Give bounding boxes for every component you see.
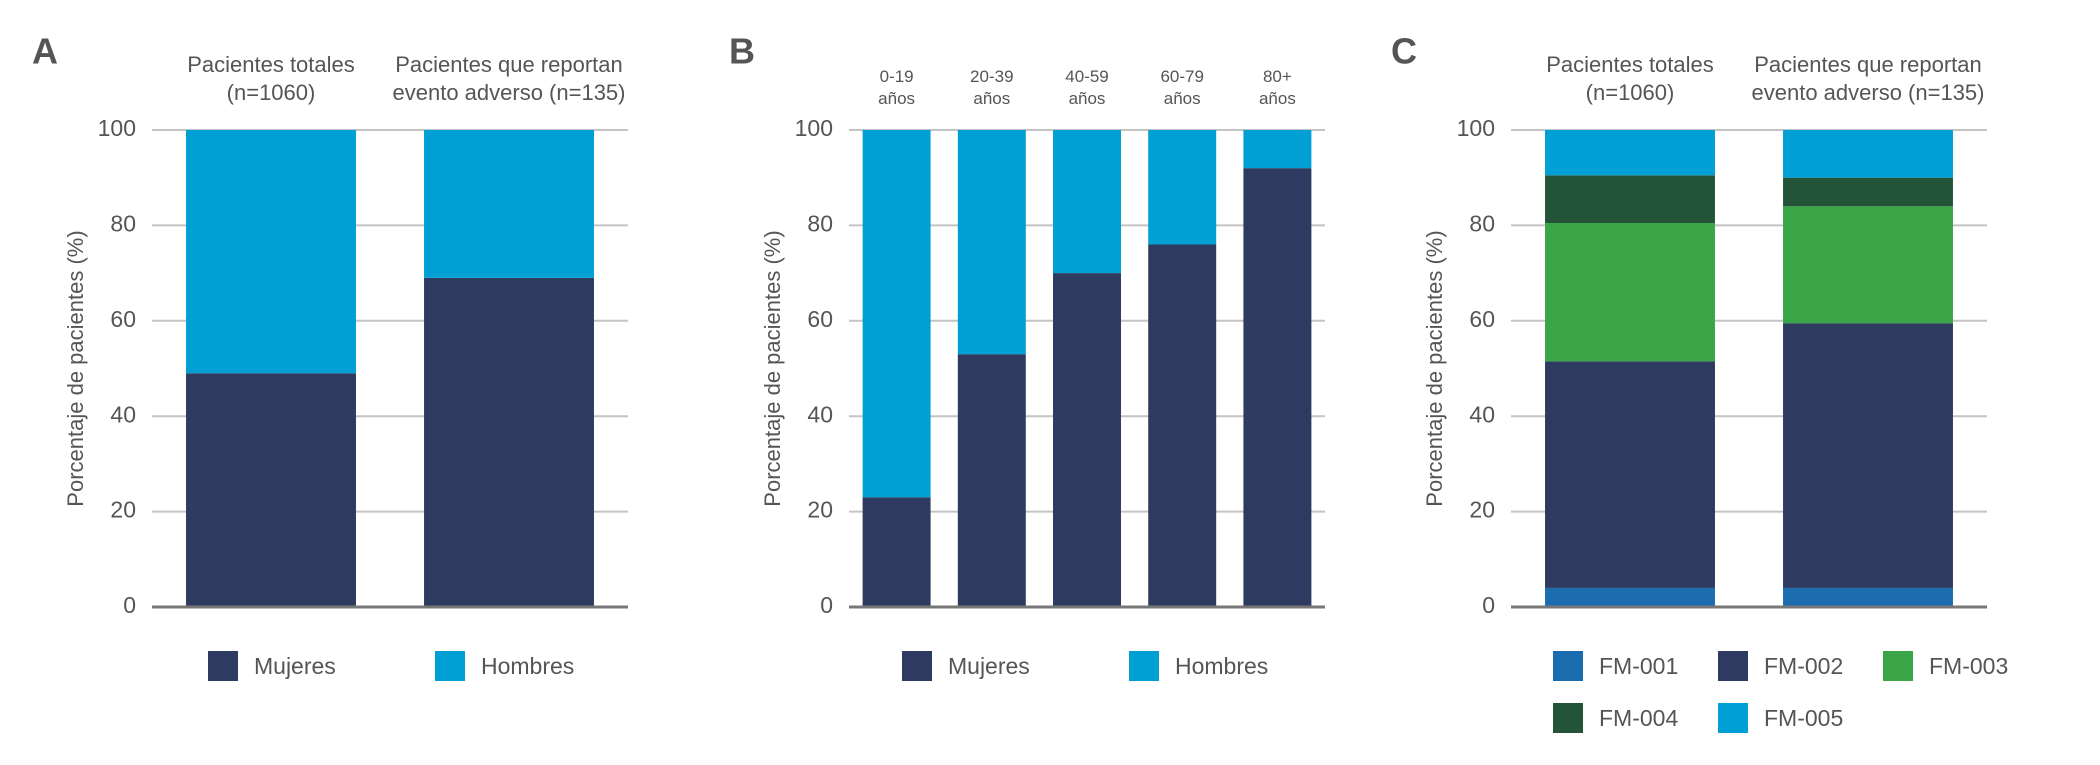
y-tick-label: 0 (123, 592, 136, 618)
legend-item: Mujeres (208, 640, 435, 692)
legend-item: Mujeres (902, 640, 1129, 692)
category-label: 60-79 años (1160, 66, 1204, 108)
bar-segment (424, 130, 594, 278)
y-tick-label: 100 (795, 115, 833, 141)
legend: Mujeres Hombres (902, 640, 1372, 692)
bar-segment (1148, 244, 1217, 608)
bar-segment (1545, 361, 1715, 588)
bar-segment (1053, 130, 1121, 274)
legend-label: FM-005 (1764, 704, 1844, 731)
y-tick-label: 60 (1469, 306, 1495, 332)
bar-segment (1148, 130, 1217, 245)
bar-segment (186, 373, 356, 607)
category-label: Pacientes que reportan evento adverso (n… (1751, 51, 1985, 106)
legend-swatch (902, 651, 932, 681)
bar-segment (957, 130, 1026, 355)
y-tick-label: 20 (1469, 497, 1495, 523)
y-tick-label: 0 (820, 592, 833, 618)
category-label: 20-39 años (970, 66, 1014, 108)
legend-swatch (1129, 651, 1159, 681)
legend: FM-001 FM-002 FM-003 FM-004 FM-005 (1553, 640, 2073, 744)
panel-label: B (729, 31, 755, 72)
category-label: 0-19 años (878, 66, 916, 108)
bar-segment (1545, 587, 1715, 607)
bar-segment (1545, 130, 1715, 176)
legend-swatch (435, 651, 465, 681)
legend-item: FM-002 (1718, 640, 1883, 692)
legend-item: FM-005 (1718, 692, 1883, 744)
y-tick-label: 40 (807, 401, 833, 427)
legend-item: FM-003 (1883, 640, 2048, 692)
y-tick-label: 100 (98, 115, 136, 141)
legend-item: FM-001 (1553, 640, 1718, 692)
legend-swatch (208, 651, 238, 681)
category-label: Pacientes totales (n=1060) (1546, 51, 1714, 106)
bar-segment (186, 130, 356, 374)
panel-label: C (1391, 31, 1417, 72)
y-tick-label: 80 (1469, 210, 1495, 236)
bar-segment (957, 354, 1026, 607)
bar-segment (1243, 130, 1312, 169)
bar-segment (862, 497, 931, 607)
bar-segment (1783, 587, 1953, 607)
bar-segment (1243, 168, 1312, 607)
category-label: Pacientes totales (n=1060) (187, 51, 355, 106)
legend-label: FM-003 (1929, 652, 2009, 679)
legend-label: Hombres (1175, 652, 1269, 679)
legend-swatch (1553, 651, 1583, 681)
y-tick-label: 20 (110, 497, 136, 523)
y-tick-label: 80 (110, 210, 136, 236)
bar-segment (862, 130, 931, 498)
legend-label: Mujeres (254, 652, 336, 679)
bar-segment (1783, 206, 1953, 324)
category-label: Pacientes que reportan evento adverso (n… (392, 51, 626, 106)
legend-label: FM-004 (1599, 704, 1679, 731)
bar-segment (424, 277, 594, 607)
y-tick-label: 60 (110, 306, 136, 332)
y-tick-label: 40 (1469, 401, 1495, 427)
legend-label: Mujeres (948, 652, 1030, 679)
y-tick-label: 80 (807, 210, 833, 236)
legend-swatch (1883, 651, 1913, 681)
legend-item: Hombres (1129, 640, 1356, 692)
legend-swatch (1718, 651, 1748, 681)
y-tick-label: 100 (1457, 115, 1495, 141)
legend-item: Hombres (435, 640, 662, 692)
legend: Mujeres Hombres (208, 640, 678, 692)
legend-swatch (1553, 703, 1583, 733)
y-axis-label: Porcentaje de pacientes (%) (760, 230, 785, 506)
y-tick-label: 20 (807, 497, 833, 523)
legend-label: Hombres (481, 652, 575, 679)
legend-label: FM-002 (1764, 652, 1844, 679)
y-tick-label: 0 (1482, 592, 1495, 618)
legend-label: FM-001 (1599, 652, 1679, 679)
bar-segment (1783, 130, 1953, 178)
legend-item: FM-004 (1553, 692, 1718, 744)
bar-segment (1545, 223, 1715, 362)
panel-label: A (32, 31, 58, 72)
y-tick-label: 60 (807, 306, 833, 332)
y-axis-label: Porcentaje de pacientes (%) (63, 230, 88, 506)
bar-segment (1783, 323, 1953, 588)
bar-segment (1053, 273, 1121, 607)
bar-segment (1783, 177, 1953, 207)
bar-segment (1545, 175, 1715, 224)
category-label: 80+ años (1258, 66, 1296, 108)
y-axis-label: Porcentaje de pacientes (%) (1422, 230, 1447, 506)
y-tick-label: 40 (110, 401, 136, 427)
category-label: 40-59 años (1065, 66, 1109, 108)
legend-swatch (1718, 703, 1748, 733)
